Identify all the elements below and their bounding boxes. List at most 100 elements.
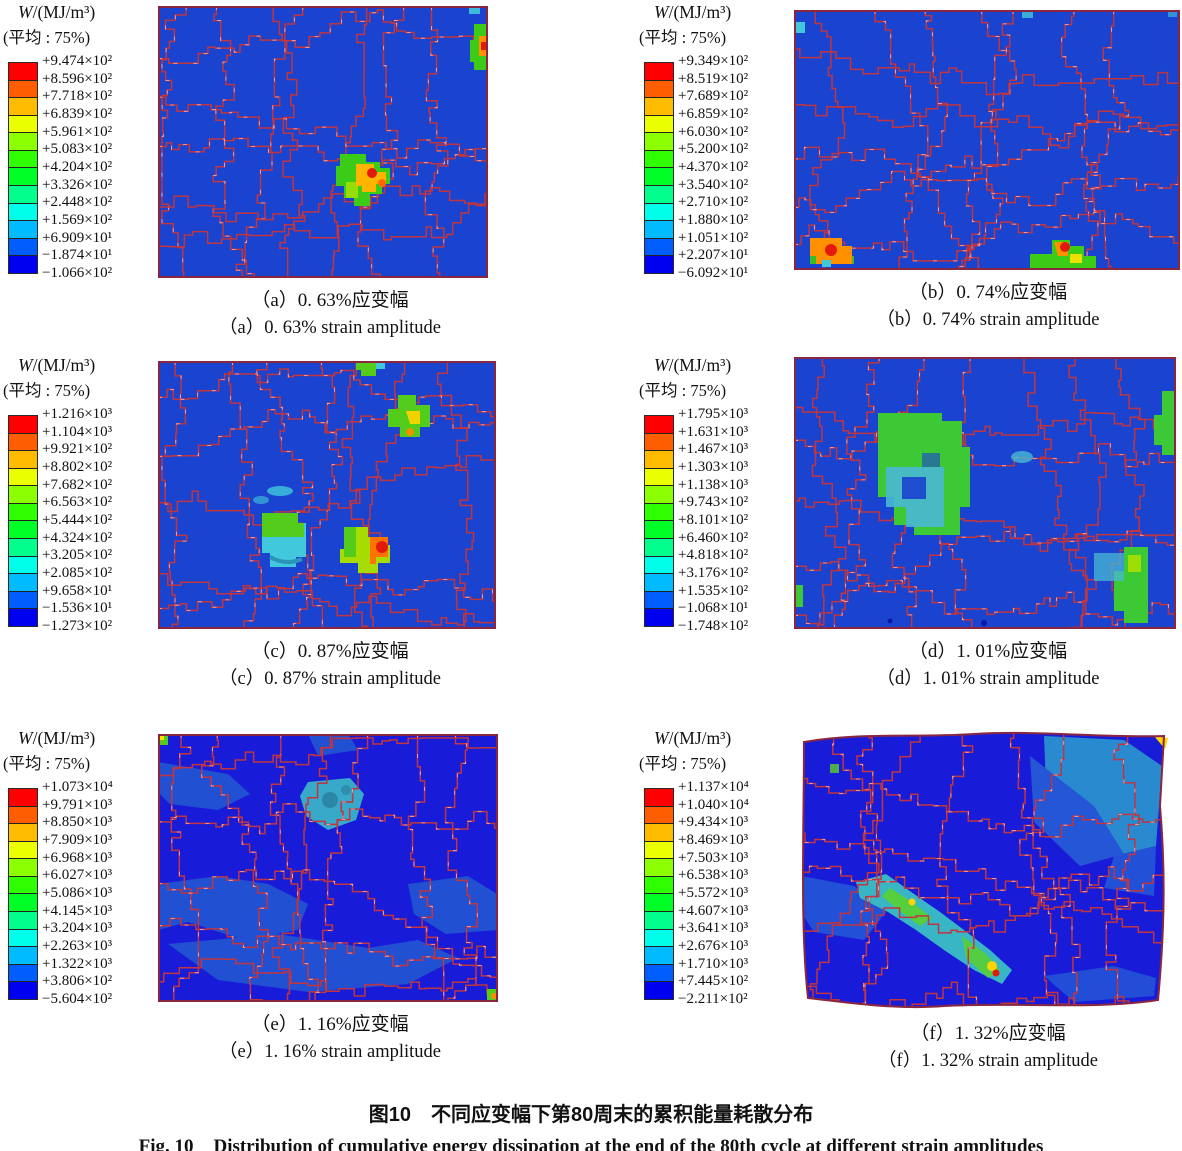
legend-a: W/(MJ/m³) (平均 : 75%) +9.474×10² +8.596×10… <box>0 2 158 339</box>
panel-d: W/(MJ/m³) (平均 : 75%) +1.795×10³ +1.631×10… <box>636 355 1182 690</box>
hotspots <box>159 735 497 1001</box>
colorbar-band <box>645 840 673 859</box>
legend-value: +8.469×10³ <box>678 831 749 848</box>
hotspots <box>796 12 1177 268</box>
colorbar-band <box>645 789 673 806</box>
colorbar-band <box>645 590 673 609</box>
legend-value: −1.748×10² <box>678 617 749 634</box>
colorbar-band <box>9 840 37 859</box>
legend-average: (平均 : 75%) <box>3 28 91 47</box>
grain-boundary-line <box>158 454 496 526</box>
colorbar: +1.137×10⁴ +1.040×10⁴ +9.434×10³ +8.469×10³… <box>636 779 794 1015</box>
colorbar-band <box>9 97 37 115</box>
legend-value: +7.689×10² <box>678 88 749 105</box>
contour-plot-a <box>158 6 488 278</box>
legend-average: (平均 : 75%) <box>639 381 727 400</box>
grain-boundary-line <box>794 171 1180 213</box>
colorbar-band <box>9 538 37 556</box>
legend-value: +6.968×10³ <box>42 849 113 866</box>
colorbar-band <box>9 911 37 929</box>
grain-boundary-line <box>803 865 1164 917</box>
legend-value: +7.909×10³ <box>42 831 113 848</box>
hotspots <box>253 363 430 573</box>
grain-boundary-line <box>407 734 455 1002</box>
legend-value: +9.743×10² <box>678 494 749 511</box>
caption-b-zh: （b）0. 74%应变幅 <box>908 282 1068 303</box>
colorbar-band <box>645 432 673 451</box>
legend-value: +8.519×10² <box>678 70 749 87</box>
legend-value: −6.092×10¹ <box>678 264 749 281</box>
legend-value: +3.204×10³ <box>42 920 113 937</box>
legend-value: +9.434×10³ <box>678 814 749 831</box>
legend-value: +6.538×10³ <box>678 867 749 884</box>
grain-boundary-line <box>1081 10 1130 270</box>
caption-e-zh: （e）1. 16%应变幅 <box>251 1014 409 1035</box>
grain-boundary-line <box>856 732 883 1008</box>
legend-units: /(MJ/m³) <box>668 728 732 748</box>
colorbar-band <box>645 893 673 912</box>
plot-frame <box>802 731 1166 1009</box>
legend-e: W/(MJ/m³) (平均 : 75%) +1.073×10⁴ +9.791×10… <box>0 728 158 1063</box>
grain-boundary-line <box>158 573 496 611</box>
legend-title: W/(MJ/m³) <box>636 728 794 749</box>
plot-frame <box>794 357 1176 629</box>
legend-value: +4.204×10² <box>42 158 113 175</box>
colorbar-bands <box>644 415 674 627</box>
grain-boundary-line <box>158 200 488 248</box>
legend-value: +4.370×10² <box>678 158 749 175</box>
legend-d: W/(MJ/m³) (平均 : 75%) +1.795×10³ +1.631×10… <box>636 355 794 690</box>
legend-value: +9.921×10² <box>42 441 113 458</box>
legend-value: +5.083×10² <box>42 141 113 158</box>
colorbar-band <box>9 220 37 238</box>
grain-boundary-line <box>302 361 343 629</box>
legend-units: /(MJ/m³) <box>668 2 732 22</box>
legend-average: (平均 : 75%) <box>3 381 91 400</box>
legend-value: +1.535×10² <box>678 582 749 599</box>
legend-value: +1.073×10⁴ <box>42 779 113 795</box>
colorbar-band <box>645 823 673 841</box>
colorbar-band <box>9 467 37 486</box>
caption-f-en: （f）1. 32% strain amplitude <box>878 1051 1098 1071</box>
grain-boundary-line <box>158 96 488 159</box>
colorbar-labels: +1.216×10³ +1.104×10³ +9.921×10² +8.802×10²… <box>42 406 158 642</box>
colorbar-labels: +9.349×10² +8.519×10² +7.689×10² +6.859×10²… <box>678 53 794 289</box>
legend-value: +2.207×10¹ <box>678 247 749 264</box>
figure-caption-en: Fig. 10 Distribution of cumulative energy… <box>0 1136 1182 1151</box>
legend-value: +3.205×10² <box>42 547 113 564</box>
figure-row-1: W/(MJ/m³) (平均 : 75%) +9.474×10² +8.596×10… <box>0 2 1182 339</box>
contour-field <box>795 11 1179 269</box>
colorbar-band <box>645 97 673 115</box>
caption-d-zh: （d）1. 01%应变幅 <box>908 641 1068 662</box>
colorbar-labels: +1.795×10³ +1.631×10³ +1.467×10³ +1.303×10³… <box>678 406 794 642</box>
legend-value: +4.145×10³ <box>42 902 113 919</box>
grain-boundary-line <box>158 9 488 65</box>
plot-frame <box>158 361 496 629</box>
grain-boundary-line <box>158 137 488 176</box>
colorbar-band <box>645 202 673 221</box>
grain-boundary-line <box>794 497 1176 552</box>
legend-value: +3.326×10² <box>42 176 113 193</box>
legend-value: −1.874×10¹ <box>42 247 113 264</box>
colorbar-band <box>645 538 673 556</box>
colorbar-band <box>9 805 37 824</box>
colorbar-band <box>645 63 673 80</box>
colorbar-band <box>645 149 673 168</box>
grain-boundary-line <box>228 361 262 629</box>
legend-variable: W <box>654 2 669 22</box>
grain-boundary-line <box>212 6 256 278</box>
colorbar-band <box>645 467 673 486</box>
panel-a: W/(MJ/m³) (平均 : 75%) +9.474×10² +8.596×10… <box>0 2 502 339</box>
legend-value: +5.086×10³ <box>42 884 113 901</box>
colorbar-band <box>9 432 37 451</box>
colorbar-band <box>645 520 673 539</box>
legend-value: +6.563×10² <box>42 494 113 511</box>
grain-boundary-line <box>424 6 449 278</box>
contour-plot-c <box>158 361 496 629</box>
legend-title: W/(MJ/m³) <box>0 355 158 376</box>
legend-value: +7.718×10² <box>42 88 113 105</box>
hotspots <box>336 8 487 206</box>
colorbar-band <box>645 928 673 947</box>
legend-title: W/(MJ/m³) <box>0 728 158 749</box>
legend-value: +1.216×10³ <box>42 406 113 422</box>
caption-c-zh: （c）0. 87%应变幅 <box>251 641 409 662</box>
